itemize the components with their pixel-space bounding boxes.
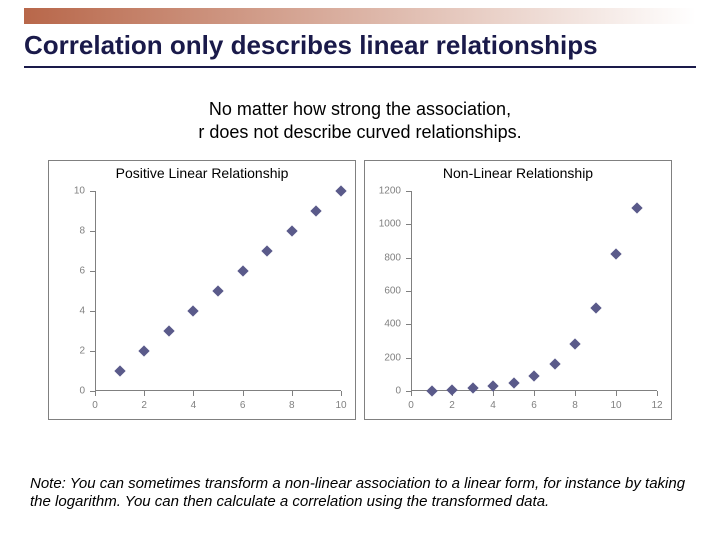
charts-row: Positive Linear Relationship 02468100246… [48, 160, 672, 420]
data-point [610, 249, 621, 260]
y-tick-label: 6 [79, 266, 85, 277]
x-tick-label: 12 [651, 400, 662, 411]
data-point [335, 185, 346, 196]
data-point [163, 325, 174, 336]
y-tick [90, 231, 95, 232]
y-tick-label: 4 [79, 306, 85, 317]
y-tick-label: 400 [384, 319, 401, 330]
data-point [286, 225, 297, 236]
x-tick-label: 0 [408, 400, 414, 411]
data-point [426, 385, 437, 396]
data-point [590, 302, 601, 313]
y-tick-label: 1200 [379, 186, 401, 197]
subtitle-line-1: No matter how strong the association, [209, 99, 511, 119]
data-point [262, 245, 273, 256]
data-point [237, 265, 248, 276]
y-tick-label: 800 [384, 252, 401, 263]
y-tick-label: 2 [79, 346, 85, 357]
y-tick-label: 10 [74, 186, 85, 197]
y-tick [406, 291, 411, 292]
x-tick-label: 6 [531, 400, 537, 411]
y-tick [406, 191, 411, 192]
data-point [569, 339, 580, 350]
x-tick [493, 391, 494, 396]
data-point [549, 359, 560, 370]
x-axis [95, 390, 341, 391]
y-tick-label: 0 [79, 386, 85, 397]
y-tick [406, 324, 411, 325]
top-accent-bar [24, 8, 696, 24]
y-tick [90, 391, 95, 392]
data-point [446, 384, 457, 395]
x-tick [616, 391, 617, 396]
x-tick [534, 391, 535, 396]
chart-panel-linear: Positive Linear Relationship 02468100246… [48, 160, 356, 420]
chart-title: Positive Linear Relationship [49, 165, 355, 181]
y-tick-label: 200 [384, 352, 401, 363]
x-tick [243, 391, 244, 396]
chart-title: Non-Linear Relationship [365, 165, 671, 181]
y-tick [406, 258, 411, 259]
data-point [212, 285, 223, 296]
x-tick [657, 391, 658, 396]
data-point [508, 377, 519, 388]
x-tick [575, 391, 576, 396]
data-point [631, 202, 642, 213]
x-tick-label: 8 [289, 400, 295, 411]
slide-subtitle: No matter how strong the association, r … [0, 98, 720, 143]
slide-title: Correlation only describes linear relati… [24, 30, 598, 61]
y-tick [90, 351, 95, 352]
data-point [528, 370, 539, 381]
y-tick [406, 391, 411, 392]
y-tick-label: 8 [79, 226, 85, 237]
x-tick [95, 391, 96, 396]
x-tick [341, 391, 342, 396]
x-tick-label: 4 [191, 400, 197, 411]
x-tick [292, 391, 293, 396]
y-tick [406, 358, 411, 359]
data-point [114, 365, 125, 376]
x-tick [193, 391, 194, 396]
subtitle-line-2: r does not describe curved relationships… [198, 122, 521, 142]
plot-area-linear: 02468100246810 [95, 191, 341, 391]
y-tick-label: 600 [384, 286, 401, 297]
y-tick [90, 191, 95, 192]
x-tick [144, 391, 145, 396]
data-point [467, 382, 478, 393]
y-tick [90, 271, 95, 272]
data-point [311, 205, 322, 216]
y-tick [90, 311, 95, 312]
y-tick [406, 224, 411, 225]
data-point [188, 305, 199, 316]
x-tick-label: 10 [610, 400, 621, 411]
x-tick-label: 6 [240, 400, 246, 411]
x-tick [411, 391, 412, 396]
y-tick-label: 1000 [379, 219, 401, 230]
y-axis [95, 191, 96, 391]
slide-note: Note: You can sometimes transform a non-… [30, 475, 690, 513]
x-tick-label: 8 [572, 400, 578, 411]
y-tick-label: 0 [395, 386, 401, 397]
x-tick-label: 10 [335, 400, 346, 411]
x-tick-label: 2 [449, 400, 455, 411]
title-underline [24, 66, 696, 68]
plot-area-nonlinear: 024681012020040060080010001200 [411, 191, 657, 391]
x-tick-label: 0 [92, 400, 98, 411]
y-axis [411, 191, 412, 391]
chart-panel-nonlinear: Non-Linear Relationship 0246810120200400… [364, 160, 672, 420]
data-point [139, 345, 150, 356]
slide: Correlation only describes linear relati… [0, 0, 720, 540]
x-tick-label: 4 [490, 400, 496, 411]
x-tick-label: 2 [141, 400, 147, 411]
